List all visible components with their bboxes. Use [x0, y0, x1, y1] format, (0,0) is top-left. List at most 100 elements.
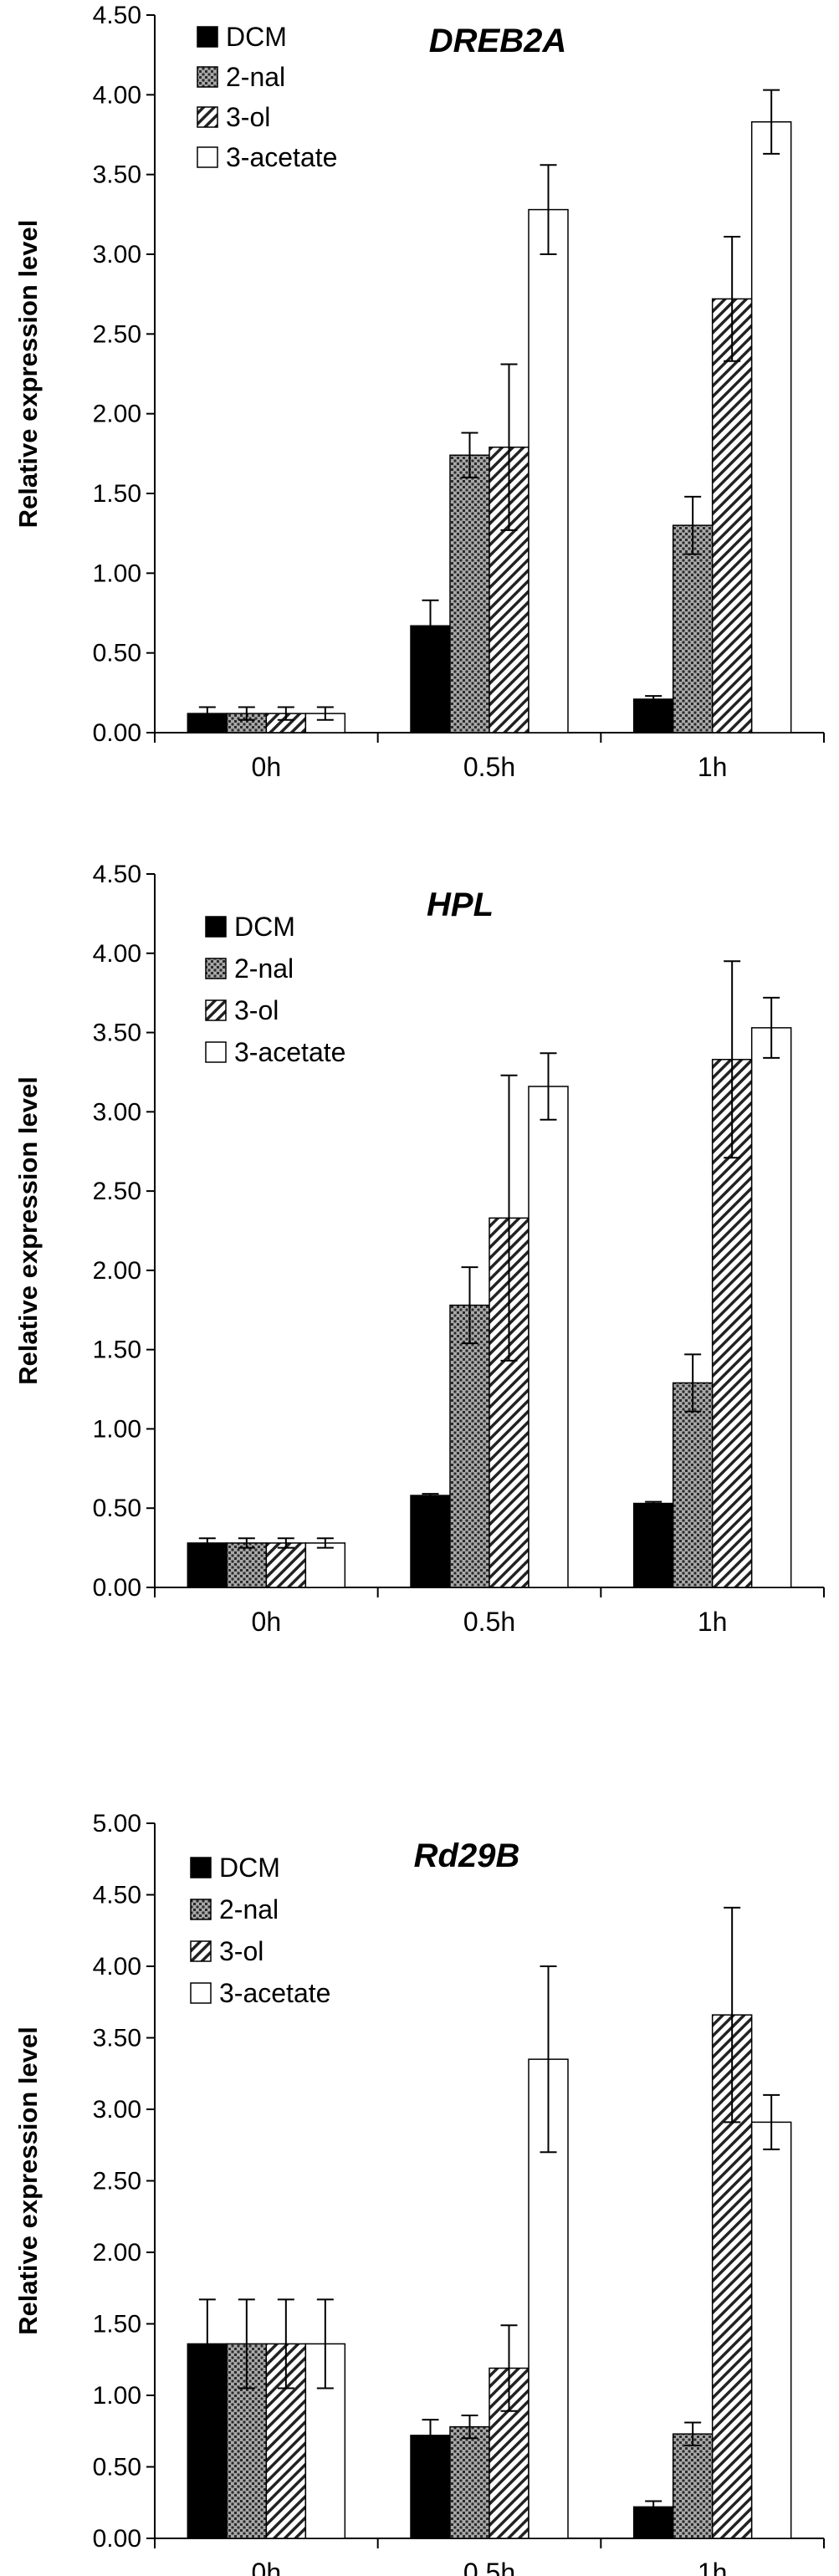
error-bar — [316, 1537, 334, 1549]
y-tick-label: 1.50 — [93, 2311, 141, 2338]
error-bar — [277, 1537, 294, 1549]
bar-DCM-1h — [632, 698, 674, 733]
legend-swatch-2-nal — [197, 66, 218, 88]
chart-panel-1: 0.00 0.50 1.00 1.50 2.00 2.50 3.00 3.50 4.00 4.50… — [13, 2, 825, 782]
error-bar — [461, 2414, 478, 2440]
y-tick-label: 2.50 — [93, 1178, 141, 1205]
chart-panel-2: 0.00 0.50 1.00 1.50 2.00 2.50 3.00 3.50 4.00 4.50… — [13, 861, 825, 1637]
error-bar — [316, 706, 334, 721]
error-bar — [540, 1052, 557, 1121]
y-axis-label: Relative expression level — [13, 220, 43, 529]
bar-2-nal-1h — [672, 1382, 714, 1588]
legend-swatch-DCM — [205, 916, 227, 938]
error-bar — [500, 1074, 518, 1362]
y-tick-label: 3.00 — [93, 241, 141, 268]
y-tick-label: 4.00 — [93, 81, 141, 109]
error-bar — [684, 495, 702, 555]
bar-2-nal-0h — [226, 1542, 268, 1588]
bar-2-nal-1h — [672, 524, 714, 733]
error-bar — [277, 2298, 294, 2389]
error-bar — [238, 2298, 255, 2389]
y-tick-label: 4.50 — [93, 2, 141, 29]
x-tick-label: 0.5h — [463, 752, 515, 782]
y-tick-label: 0.00 — [93, 1574, 141, 1602]
y-tick-label: 0.50 — [93, 2454, 141, 2481]
bar-2-nal-0.5h — [449, 2425, 490, 2539]
error-bar — [461, 432, 478, 478]
y-tick-label: 2.00 — [93, 1257, 141, 1285]
legend-label: DCM — [234, 912, 295, 942]
error-bar — [461, 1266, 478, 1345]
error-bar — [645, 695, 663, 703]
bar-2-nal-0.5h — [449, 1304, 490, 1588]
bar-3-acetate-1h — [750, 2121, 792, 2539]
y-tick-label: 3.00 — [93, 1098, 141, 1126]
legend: DCM 2-nal 3-ol 3-acetate — [205, 912, 345, 1067]
bar-DCM-1h — [632, 1502, 674, 1588]
error-bar — [724, 1906, 741, 2124]
bar-3-acetate-0.5h — [528, 1086, 569, 1588]
y-tick-label: 0.50 — [93, 640, 141, 667]
error-bar — [500, 363, 518, 531]
legend-label: 3-acetate — [219, 1978, 330, 2008]
legend: DCM 2-nal 3-ol 3-acetate — [190, 1853, 330, 2008]
x-tick-label: 1h — [698, 1607, 728, 1637]
legend-label: 3-ol — [234, 995, 279, 1025]
x-tick-label: 0h — [252, 752, 282, 782]
legend-label: 3-ol — [226, 102, 270, 132]
error-bar — [684, 2421, 702, 2446]
y-tick-label: 4.00 — [93, 1953, 141, 1981]
legend-swatch-3-acetate — [197, 146, 218, 168]
legend-label: DCM — [219, 1853, 280, 1883]
error-bar — [645, 2500, 663, 2514]
legend-swatch-2-nal — [190, 1899, 212, 1920]
error-bar — [684, 1353, 702, 1413]
error-bar — [763, 996, 780, 1059]
y-tick-label: 1.00 — [93, 1415, 141, 1443]
x-tick-label: 1h — [698, 752, 728, 782]
legend-label: 3-acetate — [234, 1037, 345, 1067]
error-bar — [645, 1500, 663, 1506]
error-bar — [422, 1493, 439, 1498]
y-tick-label: 4.00 — [93, 940, 141, 968]
error-bar — [540, 1965, 557, 2154]
y-tick-label: 3.50 — [93, 1020, 141, 1047]
bar-3-acetate-0.5h — [528, 208, 569, 733]
chart-panel-3: 0.00 0.50 1.00 1.50 2.00 2.50 3.00 3.50 4.00 4.50… — [13, 1810, 825, 2576]
bar-2-nal-1h — [672, 2433, 714, 2539]
legend-swatch-DCM — [197, 26, 218, 48]
error-bar — [422, 599, 439, 652]
error-bar — [198, 706, 216, 721]
bar-3-acetate-1h — [750, 120, 792, 733]
legend-swatch-2-nal — [205, 958, 227, 979]
error-bar — [277, 706, 294, 721]
y-tick-label: 1.00 — [93, 2382, 141, 2410]
error-bar — [238, 1537, 255, 1549]
error-bar — [763, 2093, 780, 2150]
y-tick-label: 3.50 — [93, 2025, 141, 2052]
legend-label: 2-nal — [234, 953, 294, 984]
x-tick-label: 0.5h — [463, 2558, 515, 2576]
y-tick-label: 1.50 — [93, 480, 141, 508]
legend-swatch-3-ol — [197, 106, 218, 128]
y-tick-label: 0.50 — [93, 1495, 141, 1522]
bar-3-ol-0h — [265, 1542, 307, 1588]
y-tick-label: 2.50 — [93, 320, 141, 348]
y-tick-label: 0.00 — [93, 2525, 141, 2553]
error-bar — [724, 236, 741, 362]
bar-2-nal-0.5h — [449, 454, 490, 733]
legend-swatch-3-acetate — [190, 1982, 212, 2004]
legend-swatch-DCM — [190, 1857, 212, 1878]
y-axis-label: Relative expression level — [13, 2027, 43, 2335]
error-bar — [198, 1537, 216, 1549]
legend-label: 2-nal — [226, 62, 285, 92]
y-tick-label: 1.00 — [93, 560, 141, 587]
x-tick-label: 0.5h — [463, 1607, 515, 1637]
error-bar — [763, 89, 780, 155]
y-tick-label: 5.00 — [93, 1810, 141, 1837]
bar-3-ol-1h — [711, 298, 753, 733]
y-tick-label: 3.50 — [93, 161, 141, 189]
y-tick-label: 2.00 — [93, 401, 141, 428]
y-tick-label: 2.00 — [93, 2239, 141, 2267]
